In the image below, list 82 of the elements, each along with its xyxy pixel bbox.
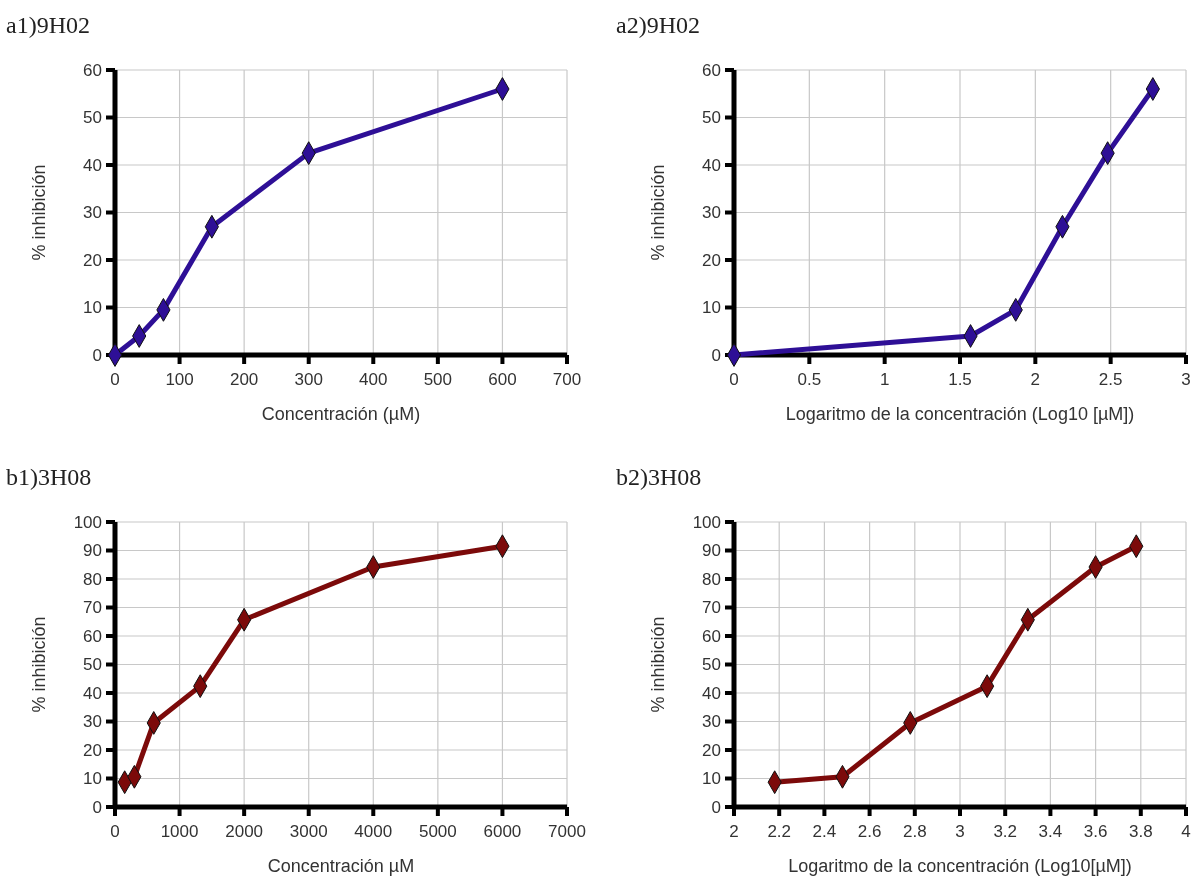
- y-tick-label: 60: [702, 60, 721, 80]
- x-axis-title: Logaritmo de la concentración (Log10[µM]): [788, 856, 1132, 876]
- chart-title: a1)9H02: [6, 12, 90, 38]
- x-tick-label: 3.6: [1083, 822, 1108, 841]
- x-tick-label: 3.2: [993, 822, 1018, 841]
- y-tick-label: 20: [83, 740, 102, 760]
- x-tick-label: 400: [359, 370, 388, 389]
- x-tick-label: 0: [729, 370, 739, 389]
- y-tick-label: 20: [83, 250, 102, 270]
- y-tick-label: 40: [83, 155, 102, 175]
- y-tick-label: 20: [702, 740, 721, 760]
- x-tick-label: 2.5: [1098, 370, 1123, 389]
- x-axis-title: Logaritmo de la concentración (Log10 [µM]): [785, 404, 1135, 424]
- y-tick-label: 50: [83, 108, 102, 128]
- x-tick-label: 2.8: [902, 822, 927, 841]
- y-tick-label: 50: [83, 655, 102, 675]
- y-tick-label: 10: [83, 298, 102, 318]
- y-tick-label: 10: [702, 298, 721, 318]
- x-tick-label: 200: [229, 370, 259, 389]
- y-tick-label: 50: [702, 108, 721, 128]
- x-tick-label: 4: [1181, 822, 1191, 841]
- x-axis-title: Concentración µM: [267, 856, 415, 876]
- y-tick-label: 30: [83, 203, 102, 223]
- y-tick-label: 40: [702, 683, 721, 703]
- x-tick-label: 2000: [225, 822, 264, 841]
- x-tick-label: 6000: [483, 822, 522, 841]
- x-tick-label: 3000: [289, 822, 328, 841]
- x-tick-label: 7000: [548, 822, 586, 841]
- x-tick-label: 600: [488, 370, 517, 389]
- y-tick-label: 0: [92, 797, 102, 817]
- y-tick-label: 10: [702, 769, 721, 789]
- x-tick-label: 3.8: [1128, 822, 1153, 841]
- y-axis-title: % inhibición: [648, 616, 668, 713]
- y-tick-label: 40: [83, 683, 102, 703]
- chart-title: a2)9H02: [616, 12, 700, 38]
- y-tick-label: 20: [702, 250, 721, 270]
- chart-title: b2)3H08: [616, 464, 702, 490]
- y-tick-label: 0: [711, 345, 721, 365]
- x-tick-label: 3: [1181, 370, 1191, 389]
- y-tick-label: 30: [702, 203, 721, 223]
- y-tick-label: 50: [702, 655, 721, 675]
- y-tick-label: 90: [702, 541, 721, 561]
- x-tick-label: 300: [294, 370, 323, 389]
- x-tick-label: 2: [729, 822, 739, 841]
- x-tick-label: 3.4: [1038, 822, 1063, 841]
- y-tick-label: 30: [83, 712, 102, 732]
- y-tick-label: 80: [702, 569, 721, 589]
- x-tick-label: 0: [110, 370, 120, 389]
- x-tick-label: 4000: [354, 822, 393, 841]
- x-tick-label: 1.5: [948, 370, 972, 389]
- chart-title: b1)3H08: [6, 464, 92, 490]
- y-axis-title: % inhibición: [29, 616, 49, 713]
- x-tick-label: 3: [955, 822, 965, 841]
- x-tick-label: 100: [165, 370, 194, 389]
- y-tick-label: 70: [702, 598, 721, 618]
- y-tick-label: 0: [92, 345, 102, 365]
- y-axis-title: % inhibición: [29, 164, 49, 261]
- y-tick-label: 80: [83, 569, 102, 589]
- x-tick-label: 0.5: [797, 370, 822, 389]
- x-axis-title: Concentración (µM): [261, 404, 421, 424]
- y-tick-label: 60: [702, 626, 721, 646]
- x-tick-label: 0: [110, 822, 120, 841]
- y-tick-label: 70: [83, 598, 102, 618]
- y-tick-label: 40: [702, 155, 721, 175]
- y-tick-label: 10: [83, 769, 102, 789]
- y-tick-label: 60: [83, 60, 102, 80]
- x-tick-label: 2.4: [812, 822, 837, 841]
- x-tick-label: 700: [552, 370, 582, 389]
- x-tick-label: 1000: [160, 822, 199, 841]
- y-tick-label: 30: [702, 712, 721, 732]
- y-tick-label: 100: [692, 512, 721, 532]
- y-tick-label: 90: [83, 541, 102, 561]
- x-tick-label: 2.6: [857, 822, 882, 841]
- y-tick-label: 60: [83, 626, 102, 646]
- x-tick-label: 1: [879, 370, 890, 389]
- x-tick-label: 5000: [418, 822, 457, 841]
- x-tick-label: 2.2: [767, 822, 792, 841]
- x-tick-label: 500: [423, 370, 453, 389]
- y-tick-label: 0: [711, 797, 721, 817]
- x-tick-label: 2: [1030, 370, 1041, 389]
- y-axis-title: % inhibición: [648, 164, 668, 261]
- y-tick-label: 100: [73, 512, 102, 532]
